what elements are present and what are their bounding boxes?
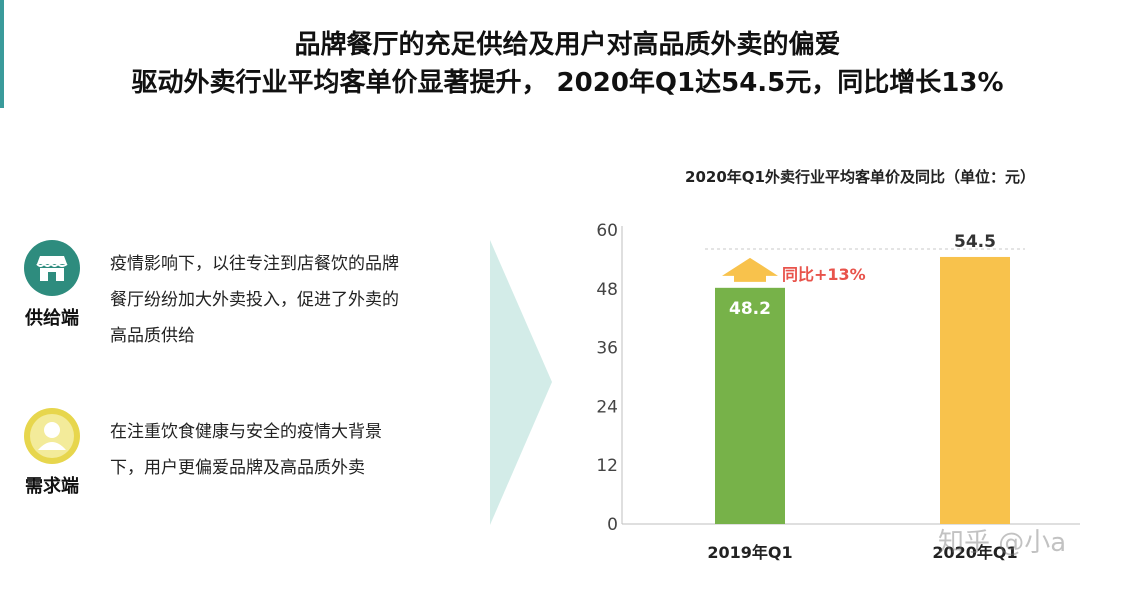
x-category-label: 2020年Q1 <box>932 543 1017 562</box>
data-label-1: 48.2 <box>729 299 771 319</box>
storefront-icon <box>24 240 80 296</box>
title-line-2: 驱动外卖行业平均客单价显著提升， 2020年Q1达54.5元，同比增长13% <box>131 68 1004 98</box>
watermark: 知乎 @小a <box>938 528 1067 558</box>
demand-line-2: 下，用户更偏爱品牌及高品质外卖 <box>110 458 365 478</box>
supply-label: 供给端 <box>25 308 79 329</box>
user-icon <box>24 408 80 464</box>
y-tick-label: 12 <box>596 456 618 476</box>
supply-line-3: 高品质供给 <box>110 326 195 346</box>
growth-annotation: 同比+13% <box>782 265 866 284</box>
y-tick-label: 48 <box>596 280 618 300</box>
title-line-1: 品牌餐厅的充足供给及用户对高品质外卖的偏爱 <box>294 30 841 60</box>
demand-description: 在注重饮食健康与安全的疫情大背景 下，用户更偏爱品牌及高品质外卖 <box>110 414 460 486</box>
y-tick-label: 36 <box>596 339 618 359</box>
bar-chart: 0 12 24 36 48 60 48.2 2019年Q1 54.5 2020年Q1 同比+13% <box>596 221 1080 562</box>
demand-section: 需求端 在注重饮食健康与安全的疫情大背景 下，用户更偏爱品牌及高品质外卖 <box>20 406 460 516</box>
data-label-2: 54.5 <box>954 232 996 252</box>
y-tick-label: 24 <box>596 397 618 417</box>
y-tick-label: 60 <box>596 221 618 241</box>
demand-line-1: 在注重饮食健康与安全的疫情大背景 <box>110 422 382 442</box>
supply-line-2: 餐厅纷纷加大外卖投入，促进了外卖的 <box>110 290 399 310</box>
bar-1 <box>715 287 785 524</box>
arrow-shape <box>490 240 552 525</box>
page-title: 品牌餐厅的充足供给及用户对高品质外卖的偏爱 驱动外卖行业平均客单价显著提升， 2… <box>0 26 1135 102</box>
y-tick-label: 0 <box>607 515 618 535</box>
bar-2 <box>940 256 1010 524</box>
demand-label: 需求端 <box>25 476 79 497</box>
left-accent-bar <box>0 0 4 108</box>
chart-title: 2020年Q1外卖行业平均客单价及同比（单位：元） <box>685 168 1035 186</box>
supply-line-1: 疫情影响下，以往专注到店餐饮的品牌 <box>110 254 399 274</box>
supply-section: 供给端 疫情影响下，以往专注到店餐饮的品牌 餐厅纷纷加大外卖投入，促进了外卖的 … <box>20 238 460 348</box>
x-category-label: 2019年Q1 <box>707 543 792 562</box>
growth-arrow-icon <box>722 257 778 282</box>
supply-description: 疫情影响下，以往专注到店餐饮的品牌 餐厅纷纷加大外卖投入，促进了外卖的 高品质供… <box>110 246 460 354</box>
